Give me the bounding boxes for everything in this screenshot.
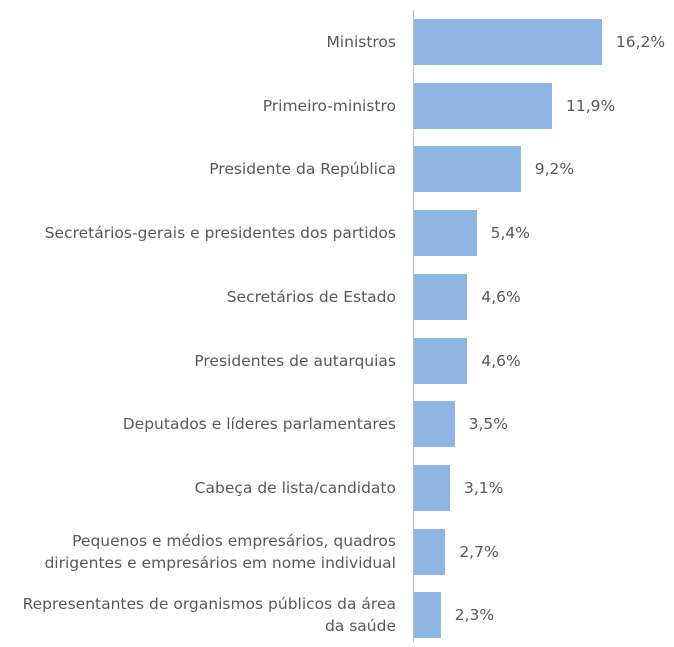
category-label: Representantes de organismos públicos da…	[22, 595, 396, 636]
value-label: 2,7%	[459, 542, 499, 561]
axis-line	[413, 10, 414, 642]
value-label: 11,9%	[566, 96, 616, 115]
bar	[414, 210, 477, 257]
bar	[414, 592, 441, 639]
bar	[414, 82, 553, 129]
value-label: 3,1%	[463, 478, 504, 497]
category-label: Primeiro-ministro	[262, 96, 396, 115]
bar	[414, 401, 455, 448]
bar	[414, 146, 521, 193]
value-label: 16,2%	[615, 33, 666, 51]
category-label: Secretários-gerais e presidentes dos par…	[44, 224, 396, 243]
category-label: Pequenos e médios empresários, quadros d…	[44, 531, 396, 572]
value-label: 5,4%	[490, 224, 531, 243]
category-label: Secretários de Estado	[226, 287, 396, 306]
category-label: Presidentes de autarquias	[194, 351, 396, 370]
bar	[414, 464, 450, 511]
value-label: 2,3%	[454, 606, 495, 625]
value-label: 4,6%	[481, 287, 521, 306]
bar	[414, 528, 446, 575]
category-label: Ministros	[326, 33, 396, 51]
category-label: Cabeça de lista/candidato	[194, 478, 396, 497]
category-label: Presidente da República	[209, 160, 396, 179]
value-label: 4,6%	[481, 351, 521, 370]
bar	[414, 273, 468, 320]
value-label: 9,2%	[534, 160, 575, 179]
bar	[414, 337, 468, 384]
value-label: 3,5%	[468, 415, 508, 434]
bar	[414, 19, 602, 65]
category-label: Deputados e líderes parlamentares	[122, 415, 396, 434]
